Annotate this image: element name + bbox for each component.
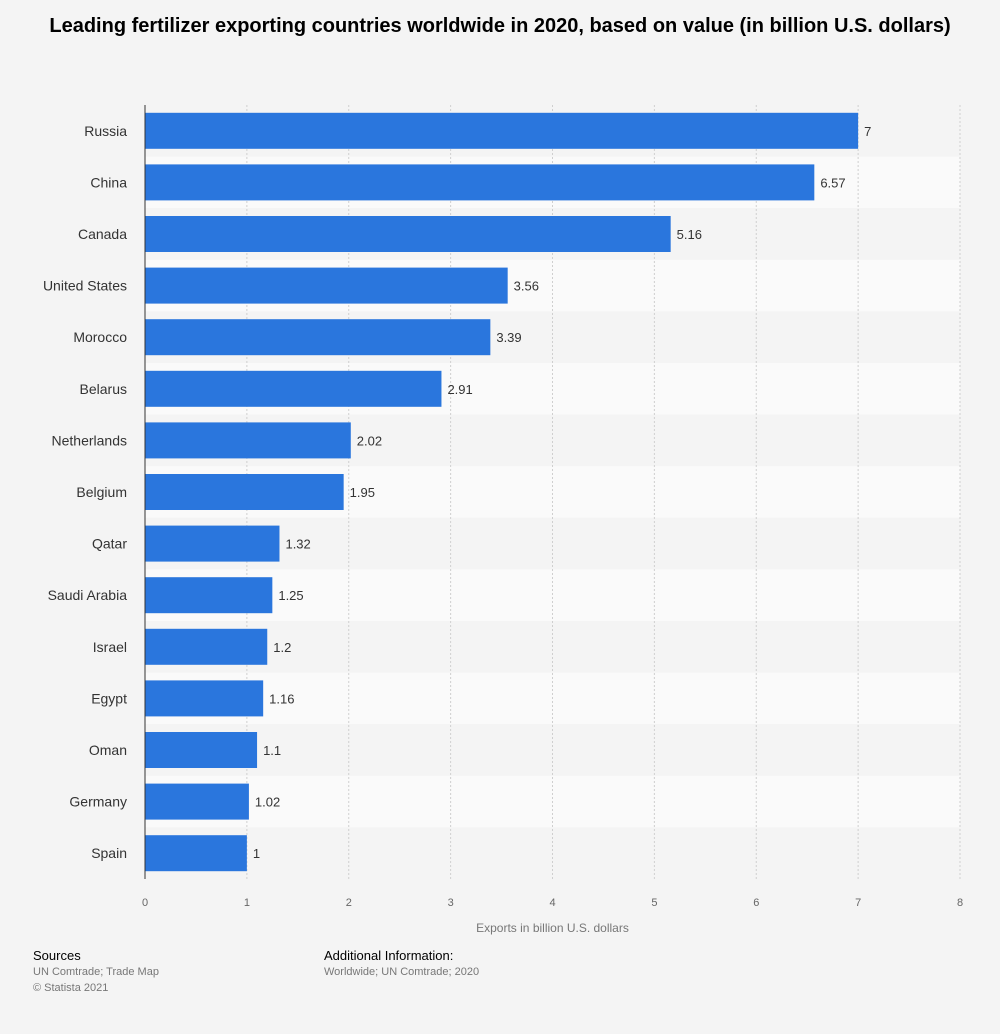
bar [145, 112, 859, 149]
category-label: Morocco [73, 329, 127, 345]
category-label: Belarus [80, 381, 127, 397]
bar [145, 474, 344, 510]
value-label: 1.95 [350, 485, 375, 500]
copyright-line: © Statista 2021 [33, 982, 109, 994]
x-tick-label: 1 [244, 897, 250, 909]
x-tick-label: 5 [651, 897, 657, 909]
category-label: United States [43, 278, 127, 294]
value-label: 1.1 [263, 743, 281, 758]
bar [145, 577, 273, 614]
additional-info-heading: Additional Information: [324, 948, 454, 963]
value-label: 1.2 [273, 640, 291, 655]
category-label: Canada [78, 226, 127, 242]
value-label: 5.16 [677, 227, 702, 242]
sources-heading: Sources [33, 948, 81, 963]
x-tick-label: 2 [346, 897, 352, 909]
category-label: Qatar [92, 536, 127, 552]
bar [145, 783, 249, 820]
value-label: 1 [253, 846, 260, 861]
category-label: Russia [84, 123, 127, 139]
bar [145, 525, 280, 562]
value-label: 2.02 [357, 433, 382, 448]
category-label: Oman [89, 742, 127, 758]
value-label: 6.57 [820, 175, 845, 190]
value-label: 1.02 [255, 795, 280, 810]
value-label: 1.25 [278, 588, 303, 603]
value-label: 2.91 [447, 382, 472, 397]
value-label: 7 [864, 124, 871, 139]
bars [145, 112, 859, 872]
x-tick-label: 8 [957, 897, 963, 909]
bar [145, 164, 815, 201]
value-label: 3.39 [496, 330, 521, 345]
category-labels: Russia China Canada United States Morocco Bel… [43, 123, 127, 861]
additional-info-block: Additional Information: Worldwide; UN Co… [324, 948, 479, 980]
value-label: 1.32 [285, 537, 310, 552]
bar [145, 732, 258, 768]
chart-title: Leading fertilizer exporting countries w… [49, 15, 951, 37]
x-tick-label: 4 [549, 897, 555, 909]
x-tick-label: 0 [142, 897, 148, 909]
category-label: Belgium [76, 484, 127, 500]
x-tick-label: 3 [448, 897, 454, 909]
value-labels: 7 6.57 5.16 3.56 3.39 2.91 2.02 1.95 1.32 1.25 1.2… [253, 124, 871, 861]
category-label: China [90, 174, 127, 190]
category-label: Egypt [91, 690, 127, 706]
x-axis-label: Exports in billion U.S. dollars [476, 921, 629, 935]
value-label: 1.16 [269, 691, 294, 706]
sources-block: Sources UN Comtrade; Trade Map © Statist… [33, 948, 159, 996]
value-label: 3.56 [514, 279, 539, 294]
bar [145, 267, 508, 304]
bar [145, 628, 268, 665]
category-label: Israel [93, 639, 127, 655]
additional-info-line: Worldwide; UN Comtrade; 2020 [324, 966, 480, 978]
category-label: Germany [69, 794, 127, 810]
x-tick-labels: 0 1 2 3 4 5 6 7 8 [142, 897, 963, 909]
bar [145, 422, 351, 459]
bar [145, 216, 671, 252]
bar [145, 370, 442, 407]
bar [145, 835, 247, 872]
category-label: Netherlands [52, 432, 128, 448]
x-tick-label: 7 [855, 897, 861, 909]
category-label: Saudi Arabia [48, 587, 128, 603]
sources-line: UN Comtrade; Trade Map [33, 966, 159, 978]
bar-chart: 76.575.163.563.392.912.021.951.321.251.2… [43, 105, 963, 935]
bar [145, 319, 491, 356]
bar [145, 680, 264, 717]
category-label: Spain [91, 845, 127, 861]
x-tick-label: 6 [753, 897, 759, 909]
